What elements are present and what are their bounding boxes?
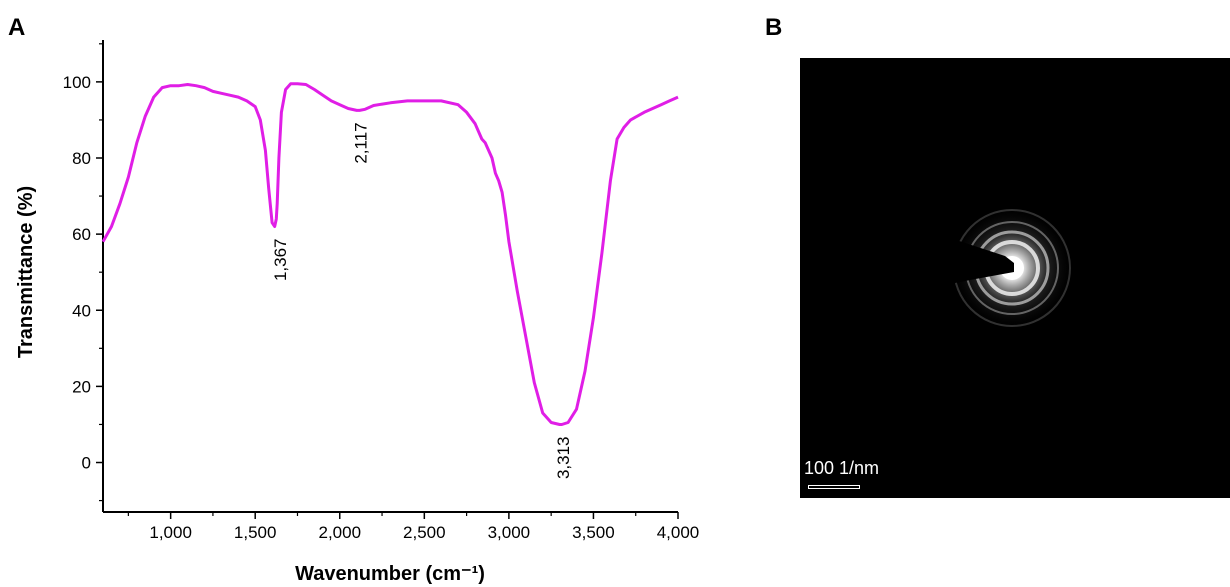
- peak-annotation: 2,117: [352, 122, 371, 163]
- y-tick-label: 80: [72, 149, 91, 168]
- x-tick-label: 3,500: [572, 523, 615, 542]
- spectrum-line: [101, 82, 679, 426]
- panel-a-label: A: [8, 14, 26, 41]
- x-tick-label: 2,000: [318, 523, 361, 542]
- saed-pattern-image: 100 1/nm: [800, 58, 1230, 498]
- x-tick-label: 4,000: [657, 523, 700, 542]
- panel-b-label: B: [765, 14, 783, 41]
- peak-annotation: 1,367: [271, 239, 290, 282]
- y-tick-label: 100: [63, 73, 91, 92]
- scale-bar: [808, 485, 860, 489]
- x-tick-label: 1,500: [234, 523, 277, 542]
- y-axis-title: Transmittance (%): [15, 186, 37, 358]
- x-tick-label: 2,500: [403, 523, 446, 542]
- y-tick-label: 20: [72, 377, 91, 396]
- beam-stopper: [800, 198, 1014, 308]
- diffraction-rings: [800, 198, 1074, 330]
- y-tick-label: 60: [72, 225, 91, 244]
- x-tick-label: 3,000: [488, 523, 531, 542]
- ftir-spectrum-chart: 0 20 40 60 80 100 1,000 1,500 2,000 2,500 3,000 3,5…: [15, 40, 700, 585]
- y-tick-label: 40: [72, 301, 91, 320]
- scale-bar-label: 100 1/nm: [804, 458, 880, 478]
- x-axis-title: Wavenumber (cm⁻¹): [295, 563, 485, 585]
- peak-annotation: 3,313: [554, 437, 573, 480]
- y-tick-label: 0: [82, 454, 91, 473]
- x-tick-label: 1,000: [149, 523, 192, 542]
